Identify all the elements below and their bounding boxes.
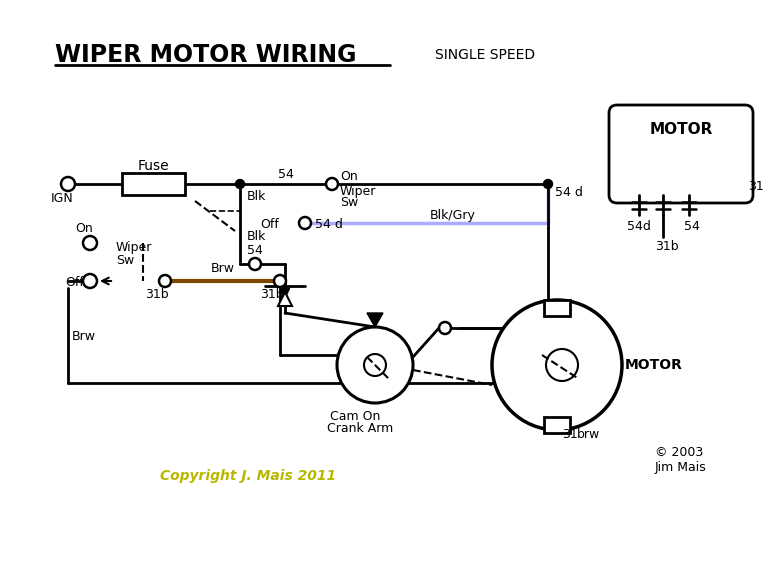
Polygon shape: [278, 292, 292, 306]
Text: 54: 54: [247, 244, 263, 256]
Circle shape: [337, 327, 413, 403]
Circle shape: [159, 275, 171, 287]
Text: Copyright J. Mais 2011: Copyright J. Mais 2011: [160, 469, 336, 483]
Text: Sw: Sw: [340, 196, 358, 210]
Circle shape: [364, 354, 386, 376]
Text: 54d: 54d: [627, 221, 650, 233]
Circle shape: [492, 300, 622, 430]
Bar: [535, 308, 561, 328]
Text: 31: 31: [748, 180, 763, 194]
Text: WIPER MOTOR WIRING: WIPER MOTOR WIRING: [55, 43, 356, 67]
Text: SINGLE SPEED: SINGLE SPEED: [435, 48, 535, 62]
Text: Blk: Blk: [247, 190, 266, 203]
Text: On: On: [340, 170, 358, 184]
Circle shape: [544, 180, 552, 188]
Text: On: On: [75, 222, 93, 236]
Text: 54: 54: [684, 221, 700, 233]
Circle shape: [83, 274, 97, 288]
Circle shape: [61, 177, 75, 191]
Circle shape: [83, 236, 97, 250]
Text: Brw: Brw: [72, 329, 96, 343]
Text: brw: brw: [577, 429, 601, 441]
Text: Crank Arm: Crank Arm: [327, 423, 393, 435]
Text: Off: Off: [260, 218, 279, 232]
Circle shape: [439, 322, 451, 334]
Text: Cam On: Cam On: [329, 411, 380, 423]
Text: Wiper: Wiper: [340, 184, 376, 198]
Text: Fuse: Fuse: [137, 159, 169, 173]
Text: © 2003
Jim Mais: © 2003 Jim Mais: [655, 446, 707, 474]
Text: MOTOR: MOTOR: [625, 358, 683, 372]
Text: Blk: Blk: [247, 229, 266, 242]
Text: Wiper: Wiper: [116, 241, 152, 255]
Circle shape: [546, 349, 578, 381]
Text: 31b: 31b: [655, 241, 679, 253]
Text: Blk/Gry: Blk/Gry: [430, 209, 476, 222]
Bar: [544, 417, 570, 433]
Circle shape: [326, 178, 338, 190]
Bar: [544, 300, 570, 316]
Text: 54: 54: [278, 168, 294, 180]
Text: 31b: 31b: [260, 289, 284, 301]
Text: Off: Off: [65, 276, 84, 290]
Polygon shape: [367, 313, 383, 327]
Text: 54 d: 54 d: [315, 218, 343, 232]
FancyBboxPatch shape: [609, 105, 753, 203]
Text: 31b: 31b: [145, 289, 169, 301]
Text: 54 d: 54 d: [555, 187, 583, 199]
Text: Brw: Brw: [210, 263, 234, 275]
Circle shape: [236, 180, 244, 188]
Circle shape: [299, 217, 311, 229]
Text: IGN: IGN: [51, 191, 74, 204]
Text: 31: 31: [562, 429, 578, 441]
Circle shape: [274, 275, 286, 287]
Bar: [122, 173, 185, 195]
Text: MOTOR: MOTOR: [649, 122, 713, 137]
Text: Sw: Sw: [116, 255, 134, 267]
Circle shape: [249, 258, 261, 270]
